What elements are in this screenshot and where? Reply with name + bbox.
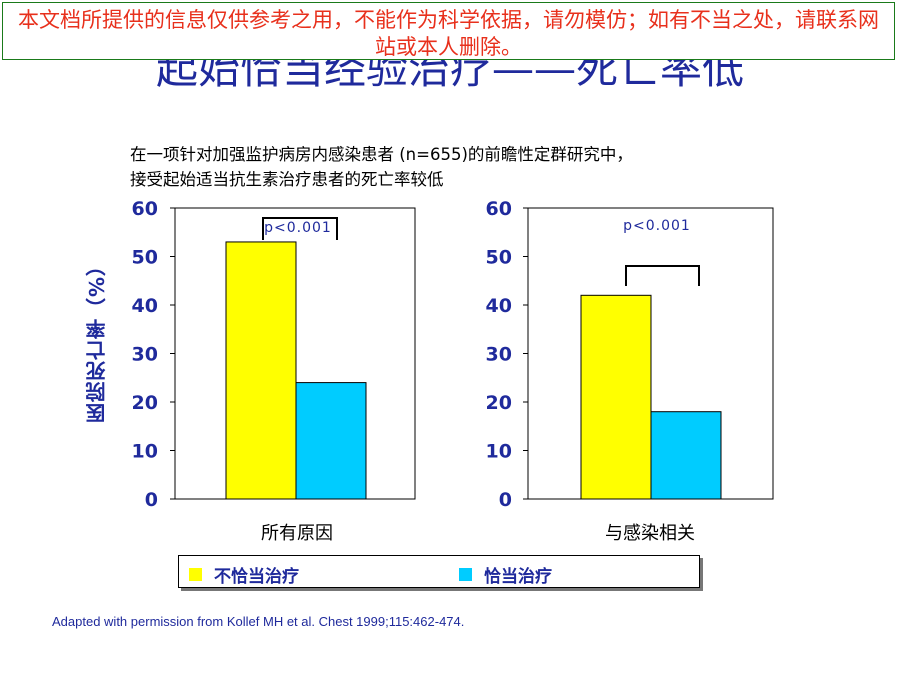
intro-text: 在一项针对加强监护病房内感染患者 (n=655)的前瞻性定群研究中， 接受起始适… bbox=[130, 142, 830, 192]
y-tick-label: 0 bbox=[499, 489, 512, 511]
bar-2-2 bbox=[650, 411, 722, 500]
y-tick-label: 40 bbox=[132, 295, 158, 317]
legend-swatch-inappropriate bbox=[189, 568, 202, 581]
y-tick-label: 60 bbox=[132, 198, 158, 220]
bar-1-1 bbox=[225, 241, 297, 500]
y-tick-label: 50 bbox=[486, 247, 512, 269]
legend-label-inappropriate: 不恰当治疗 bbox=[214, 567, 299, 587]
legend-label-appropriate: 恰当治疗 bbox=[484, 567, 552, 587]
source-citation: Adapted with permission from Kollef MH e… bbox=[52, 614, 465, 629]
legend-item-inappropriate: 不恰当治疗 bbox=[189, 562, 299, 587]
y-tick-label: 30 bbox=[486, 344, 512, 366]
bar-1-2 bbox=[295, 382, 367, 500]
intro-line-2: 接受起始适当抗生素治疗患者的死亡率较低 bbox=[130, 170, 444, 189]
category-label: 与感染相关 bbox=[605, 523, 695, 544]
significance-bracket bbox=[262, 217, 338, 240]
disclaimer-text: 本文档所提供的信息仅供参考之用，不能作为科学依据，请勿模仿；如有不当之处，请联系… bbox=[18, 8, 879, 59]
legend-swatch-appropriate bbox=[459, 568, 472, 581]
y-tick-label: 30 bbox=[132, 344, 158, 366]
y-tick-label: 20 bbox=[132, 392, 158, 414]
p-value-label: p<0.001 bbox=[623, 218, 691, 234]
y-tick-label: 0 bbox=[145, 489, 158, 511]
y-tick-label: 10 bbox=[132, 441, 158, 463]
legend: 不恰当治疗 恰当治疗 bbox=[178, 555, 700, 588]
bar-2-1 bbox=[580, 294, 652, 500]
intro-line-1: 在一项针对加强监护病房内感染患者 (n=655)的前瞻性定群研究中， bbox=[130, 145, 633, 164]
y-tick-label: 50 bbox=[132, 247, 158, 269]
p-value-label: p<0.001 bbox=[264, 220, 332, 236]
y-tick-label: 40 bbox=[486, 295, 512, 317]
significance-bracket bbox=[625, 265, 700, 286]
y-tick-label: 60 bbox=[486, 198, 512, 220]
y-tick-label: 20 bbox=[486, 392, 512, 414]
disclaimer-banner: 本文档所提供的信息仅供参考之用，不能作为科学依据，请勿模仿；如有不当之处，请联系… bbox=[2, 2, 895, 60]
y-tick-label: 10 bbox=[486, 441, 512, 463]
category-label: 所有原因 bbox=[261, 523, 333, 544]
legend-item-appropriate: 恰当治疗 bbox=[459, 562, 552, 587]
